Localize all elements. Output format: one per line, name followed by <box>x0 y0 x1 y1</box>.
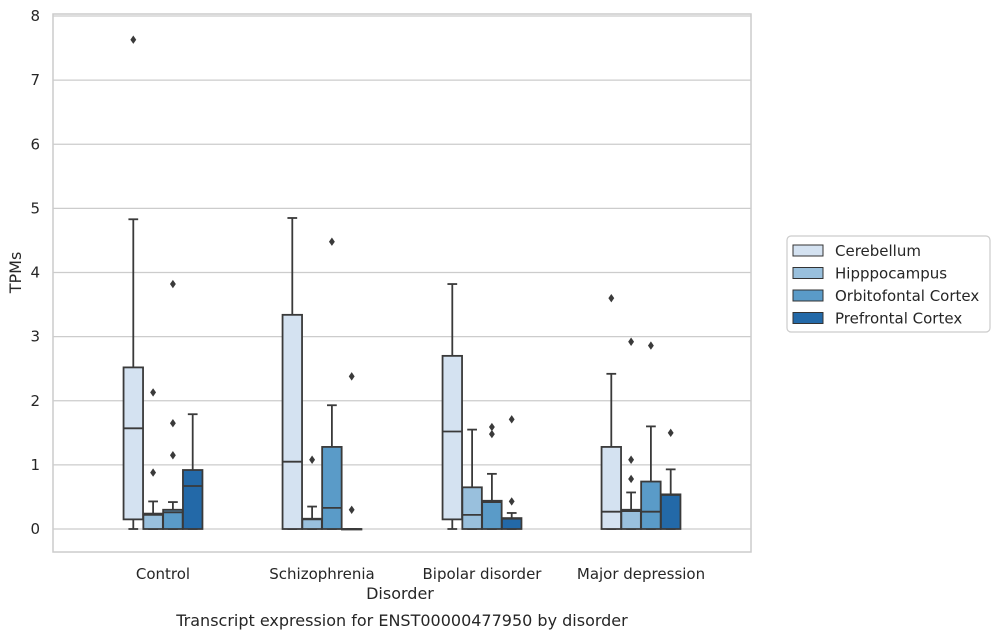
box-orbitofontal-cortex <box>640 341 662 530</box>
box-body <box>640 480 662 530</box>
box-hipppocampus <box>142 388 164 530</box>
box-body <box>281 313 303 530</box>
box-body <box>122 366 144 521</box>
box-body <box>461 486 483 530</box>
box-cerebellum <box>122 35 144 530</box>
outlier-point <box>508 415 515 424</box>
x-tick-label: Control <box>136 565 190 583</box>
plot-frame <box>52 13 752 553</box>
box-cerebellum <box>441 283 463 530</box>
outlier-point <box>647 341 654 350</box>
outlier-point <box>508 497 515 506</box>
box-body <box>501 517 523 530</box>
y-tick-label: 3 <box>30 328 40 346</box>
y-tick-label: 4 <box>30 264 40 282</box>
box-series <box>122 35 682 531</box>
outlier-point <box>130 35 137 44</box>
legend-frame <box>786 235 991 333</box>
outlier-point <box>150 468 157 477</box>
box-hipppocampus <box>301 455 323 530</box>
box-orbitofontal-cortex <box>162 279 184 530</box>
outlier-point <box>348 505 355 514</box>
legend-label: Cerebellum <box>835 242 921 260</box>
box-cerebellum <box>281 217 303 530</box>
y-tick-label: 5 <box>30 199 40 217</box>
box-cerebellum <box>600 293 622 530</box>
outlier-point <box>328 237 335 246</box>
y-tick-label: 7 <box>30 71 40 89</box>
y-tick-label: 2 <box>30 392 40 410</box>
x-tick-labels: Control Schizophrenia Bipolar disorder Majo… <box>136 565 705 583</box>
legend-item: Hipppocampus <box>792 265 947 283</box>
box-prefrontal-cortex <box>501 415 523 530</box>
y-gridlines <box>53 15 751 530</box>
outlier-point <box>488 429 495 439</box>
outlier-point <box>169 451 176 460</box>
outlier-point <box>169 418 176 428</box>
outlier-point <box>169 279 176 289</box>
box-body <box>481 499 503 530</box>
x-tick-label: Major depression <box>577 565 705 583</box>
y-axis-label: TPMs <box>6 252 25 295</box>
outlier-point <box>628 455 635 464</box>
outlier-point <box>628 337 635 346</box>
legend-item: Cerebellum <box>792 242 921 260</box>
box-orbitofontal-cortex <box>321 237 343 530</box>
outlier-point <box>628 474 635 484</box>
outlier-point <box>608 293 615 303</box>
outlier-point <box>150 388 157 397</box>
legend-item: Prefrontal Cortex <box>792 310 962 328</box>
box-body <box>321 446 343 530</box>
outlier-point <box>667 428 674 438</box>
y-tick-label: 8 <box>30 7 40 25</box>
y-tick-label: 1 <box>30 456 40 474</box>
box-prefrontal-cortex <box>182 413 204 530</box>
legend-label: Orbitofontal Cortex <box>835 287 979 305</box>
box-body <box>142 512 164 530</box>
legend-label: Prefrontal Cortex <box>835 310 962 328</box>
legend-label: Hipppocampus <box>835 265 947 283</box>
box-prefrontal-cortex <box>341 372 363 531</box>
chart-caption: Transcript expression for ENST0000047795… <box>175 611 628 630</box>
box-orbitofontal-cortex <box>481 422 503 530</box>
box-hipppocampus <box>620 337 642 530</box>
legend-item: Orbitofontal Cortex <box>792 287 979 305</box>
y-tick-label: 6 <box>30 135 40 153</box>
outlier-point <box>488 422 495 432</box>
outlier-point <box>348 372 355 381</box>
outlier-point <box>309 455 316 464</box>
y-tick-label: 0 <box>30 520 40 538</box>
x-axis-label: Disorder <box>366 584 434 603</box>
x-tick-label: Schizophrenia <box>269 565 374 583</box>
legend-swatch <box>792 289 824 302</box>
legend-swatch <box>792 312 824 324</box>
box-body <box>600 446 622 530</box>
legend-swatch <box>792 267 824 279</box>
legend: Cerebellum Hipppocampus Orbitofontal Corte… <box>786 235 991 333</box>
legend-swatch <box>792 244 824 257</box>
box-body <box>182 469 204 530</box>
y-tick-labels: 0 1 2 3 4 5 6 7 8 <box>30 7 40 538</box>
x-tick-label: Bipolar disorder <box>423 565 543 583</box>
box-hipppocampus <box>461 428 483 530</box>
box-body <box>620 508 642 530</box>
box-prefrontal-cortex <box>660 428 682 530</box>
box-body <box>441 354 463 521</box>
box-body <box>660 493 682 530</box>
